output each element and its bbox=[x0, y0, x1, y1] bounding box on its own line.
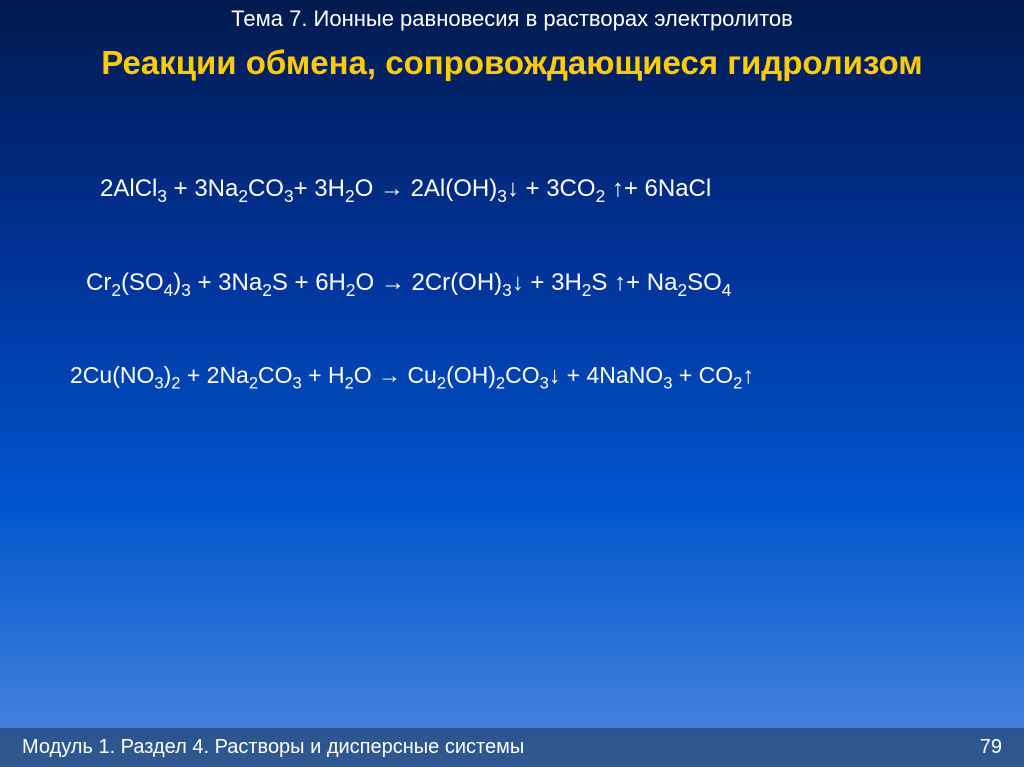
eq-text: CO bbox=[505, 362, 540, 388]
eq-sub: 2 bbox=[677, 279, 687, 299]
eq-text: + CO bbox=[672, 362, 733, 388]
equation-3: 2Cu(NO3)2 + 2Na2CO3 + H2O → Cu2(OH)2CO3↓… bbox=[70, 359, 984, 391]
eq-sub: 2 bbox=[262, 279, 272, 299]
eq-text: ↑ bbox=[742, 362, 754, 388]
eq-text: ↓ + 3H bbox=[512, 269, 582, 296]
eq-sub: 3 bbox=[502, 279, 512, 299]
eq-sub: 3 bbox=[154, 374, 163, 393]
eq-sub: 3 bbox=[540, 374, 549, 393]
eq-text: O → Cu bbox=[354, 362, 437, 388]
eq-text: + 3H bbox=[294, 175, 345, 202]
eq-text: 2Cu(NO bbox=[70, 362, 154, 388]
eq-text: ↓ + 3CO bbox=[507, 175, 596, 202]
equation-2: Cr2(SO4)3 + 3Na2S + 6H2O → 2Cr(OH)3↓ + 3… bbox=[70, 266, 984, 300]
eq-sub: 3 bbox=[497, 186, 507, 206]
eq-text: ↓ + 4NaNO bbox=[549, 362, 663, 388]
eq-sub: 2 bbox=[596, 186, 606, 206]
eq-sub: 2 bbox=[345, 186, 355, 206]
slide-title: Реакции обмена, сопровождающиеся гидроли… bbox=[0, 32, 1024, 82]
eq-text: CO bbox=[258, 362, 293, 388]
eq-sub: 2 bbox=[582, 279, 592, 299]
eq-text: Cr bbox=[86, 269, 111, 296]
eq-text: O → 2Cr(OH) bbox=[355, 269, 502, 296]
eq-sub: 4 bbox=[164, 279, 174, 299]
eq-sub: 2 bbox=[345, 374, 354, 393]
eq-sub: 2 bbox=[733, 374, 742, 393]
footer-section: Модуль 1. Раздел 4. Растворы и дисперсны… bbox=[22, 736, 524, 759]
eq-sub: 3 bbox=[284, 186, 294, 206]
eq-text: 2AlCl bbox=[100, 175, 157, 202]
eq-text: O → 2Al(OH) bbox=[355, 175, 498, 202]
eq-sub: 3 bbox=[157, 186, 167, 206]
eq-text: SO bbox=[687, 269, 722, 296]
eq-text: S + 6H bbox=[272, 269, 346, 296]
eq-sub: 2 bbox=[111, 279, 121, 299]
eq-text: ↑+ 6NaCl bbox=[605, 175, 711, 202]
eq-text: + 3Na bbox=[167, 175, 238, 202]
slide-content: 2AlCl3 + 3Na2CO3+ 3H2O → 2Al(OH)3↓ + 3CO… bbox=[0, 82, 1024, 391]
eq-sub: 4 bbox=[722, 279, 732, 299]
topic-line: Тема 7. Ионные равновесия в растворах эл… bbox=[0, 0, 1024, 32]
eq-sub: 2 bbox=[249, 374, 258, 393]
equation-1: 2AlCl3 + 3Na2CO3+ 3H2O → 2Al(OH)3↓ + 3CO… bbox=[70, 172, 984, 206]
eq-text: (SO bbox=[121, 269, 164, 296]
eq-sub: 3 bbox=[293, 374, 302, 393]
footer-page: 79 bbox=[980, 736, 1002, 759]
eq-text: (OH) bbox=[446, 362, 496, 388]
eq-sub: 2 bbox=[437, 374, 446, 393]
slide-footer: Модуль 1. Раздел 4. Растворы и дисперсны… bbox=[0, 728, 1024, 767]
eq-text: + 3Na bbox=[191, 269, 262, 296]
eq-sub: 3 bbox=[181, 279, 191, 299]
eq-text: + 2Na bbox=[180, 362, 248, 388]
eq-text: S ↑+ Na bbox=[591, 269, 677, 296]
eq-text: + H bbox=[302, 362, 345, 388]
eq-text: CO bbox=[248, 175, 284, 202]
eq-sub: 2 bbox=[496, 374, 505, 393]
eq-sub: 2 bbox=[238, 186, 248, 206]
